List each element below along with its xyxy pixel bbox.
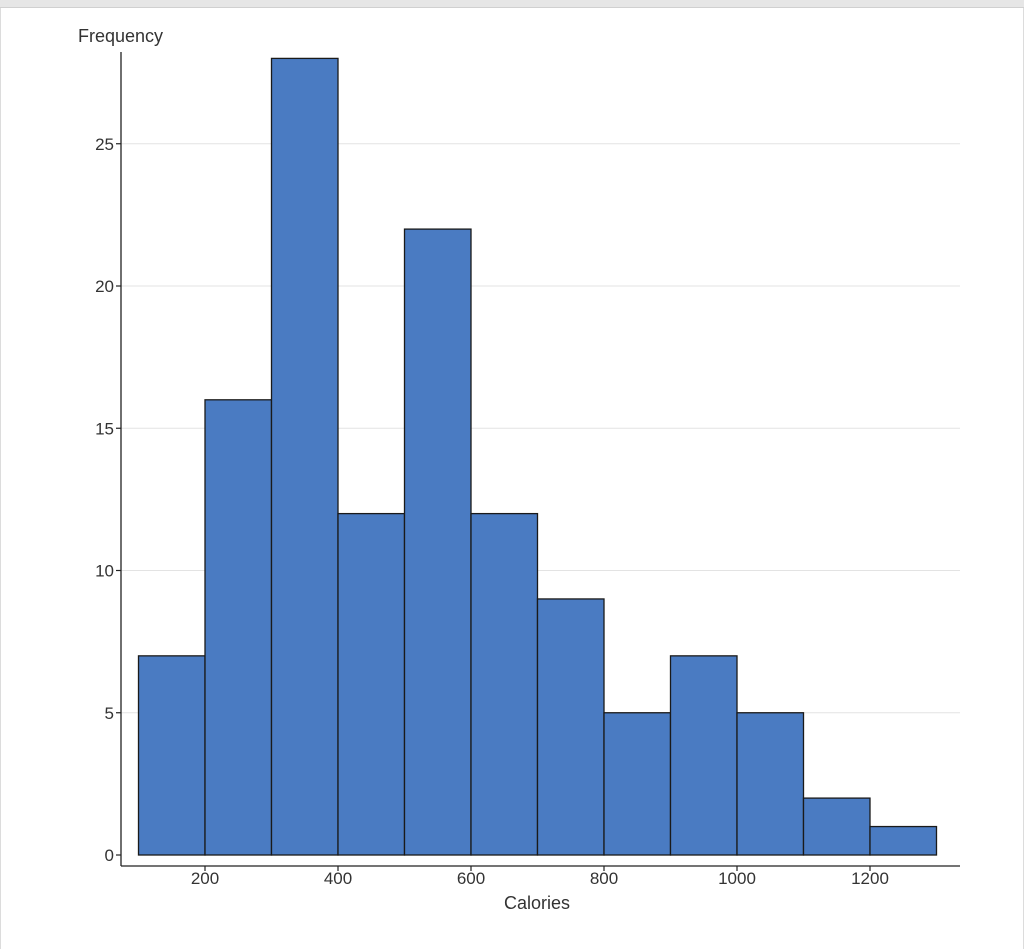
y-tick-label-20: 20	[95, 277, 114, 296]
histogram-bar-5	[470, 512, 539, 856]
window-top-strip	[0, 0, 1024, 8]
frame-border-left	[0, 8, 1, 949]
histogram-bar-7	[603, 712, 672, 856]
histogram-bar-9	[736, 712, 805, 856]
histogram-bar-6	[536, 598, 605, 856]
x-axis-title: Calories	[504, 893, 570, 913]
x-tick-label-1000: 1000	[718, 869, 756, 888]
histogram-bar-3	[337, 512, 406, 856]
x-tick-label-800: 800	[590, 869, 618, 888]
x-tick-label-200: 200	[191, 869, 219, 888]
histogram-bar-11	[869, 825, 938, 856]
y-axis-title: Frequency	[78, 26, 163, 46]
y-tick-label-10: 10	[95, 562, 114, 581]
histogram-bar-4	[403, 228, 472, 856]
histogram-bar-0	[137, 655, 206, 856]
axes	[120, 52, 960, 867]
x-tick-label-600: 600	[457, 869, 485, 888]
histogram-bar-2	[270, 57, 339, 856]
tick-labels: 0 5 10 15 20 25 200 400 600 800 1000 1200	[95, 135, 889, 888]
x-tick-label-400: 400	[324, 869, 352, 888]
y-tick-label-5: 5	[105, 704, 114, 723]
histogram-bar-1	[204, 399, 273, 856]
histogram-bar-10	[802, 797, 871, 856]
x-tick-label-1200: 1200	[851, 869, 889, 888]
histogram-bar-8	[669, 655, 738, 856]
y-tick-label-25: 25	[95, 135, 114, 154]
y-tick-label-15: 15	[95, 419, 114, 438]
histogram-bars	[137, 57, 938, 856]
y-tick-label-0: 0	[105, 846, 114, 865]
